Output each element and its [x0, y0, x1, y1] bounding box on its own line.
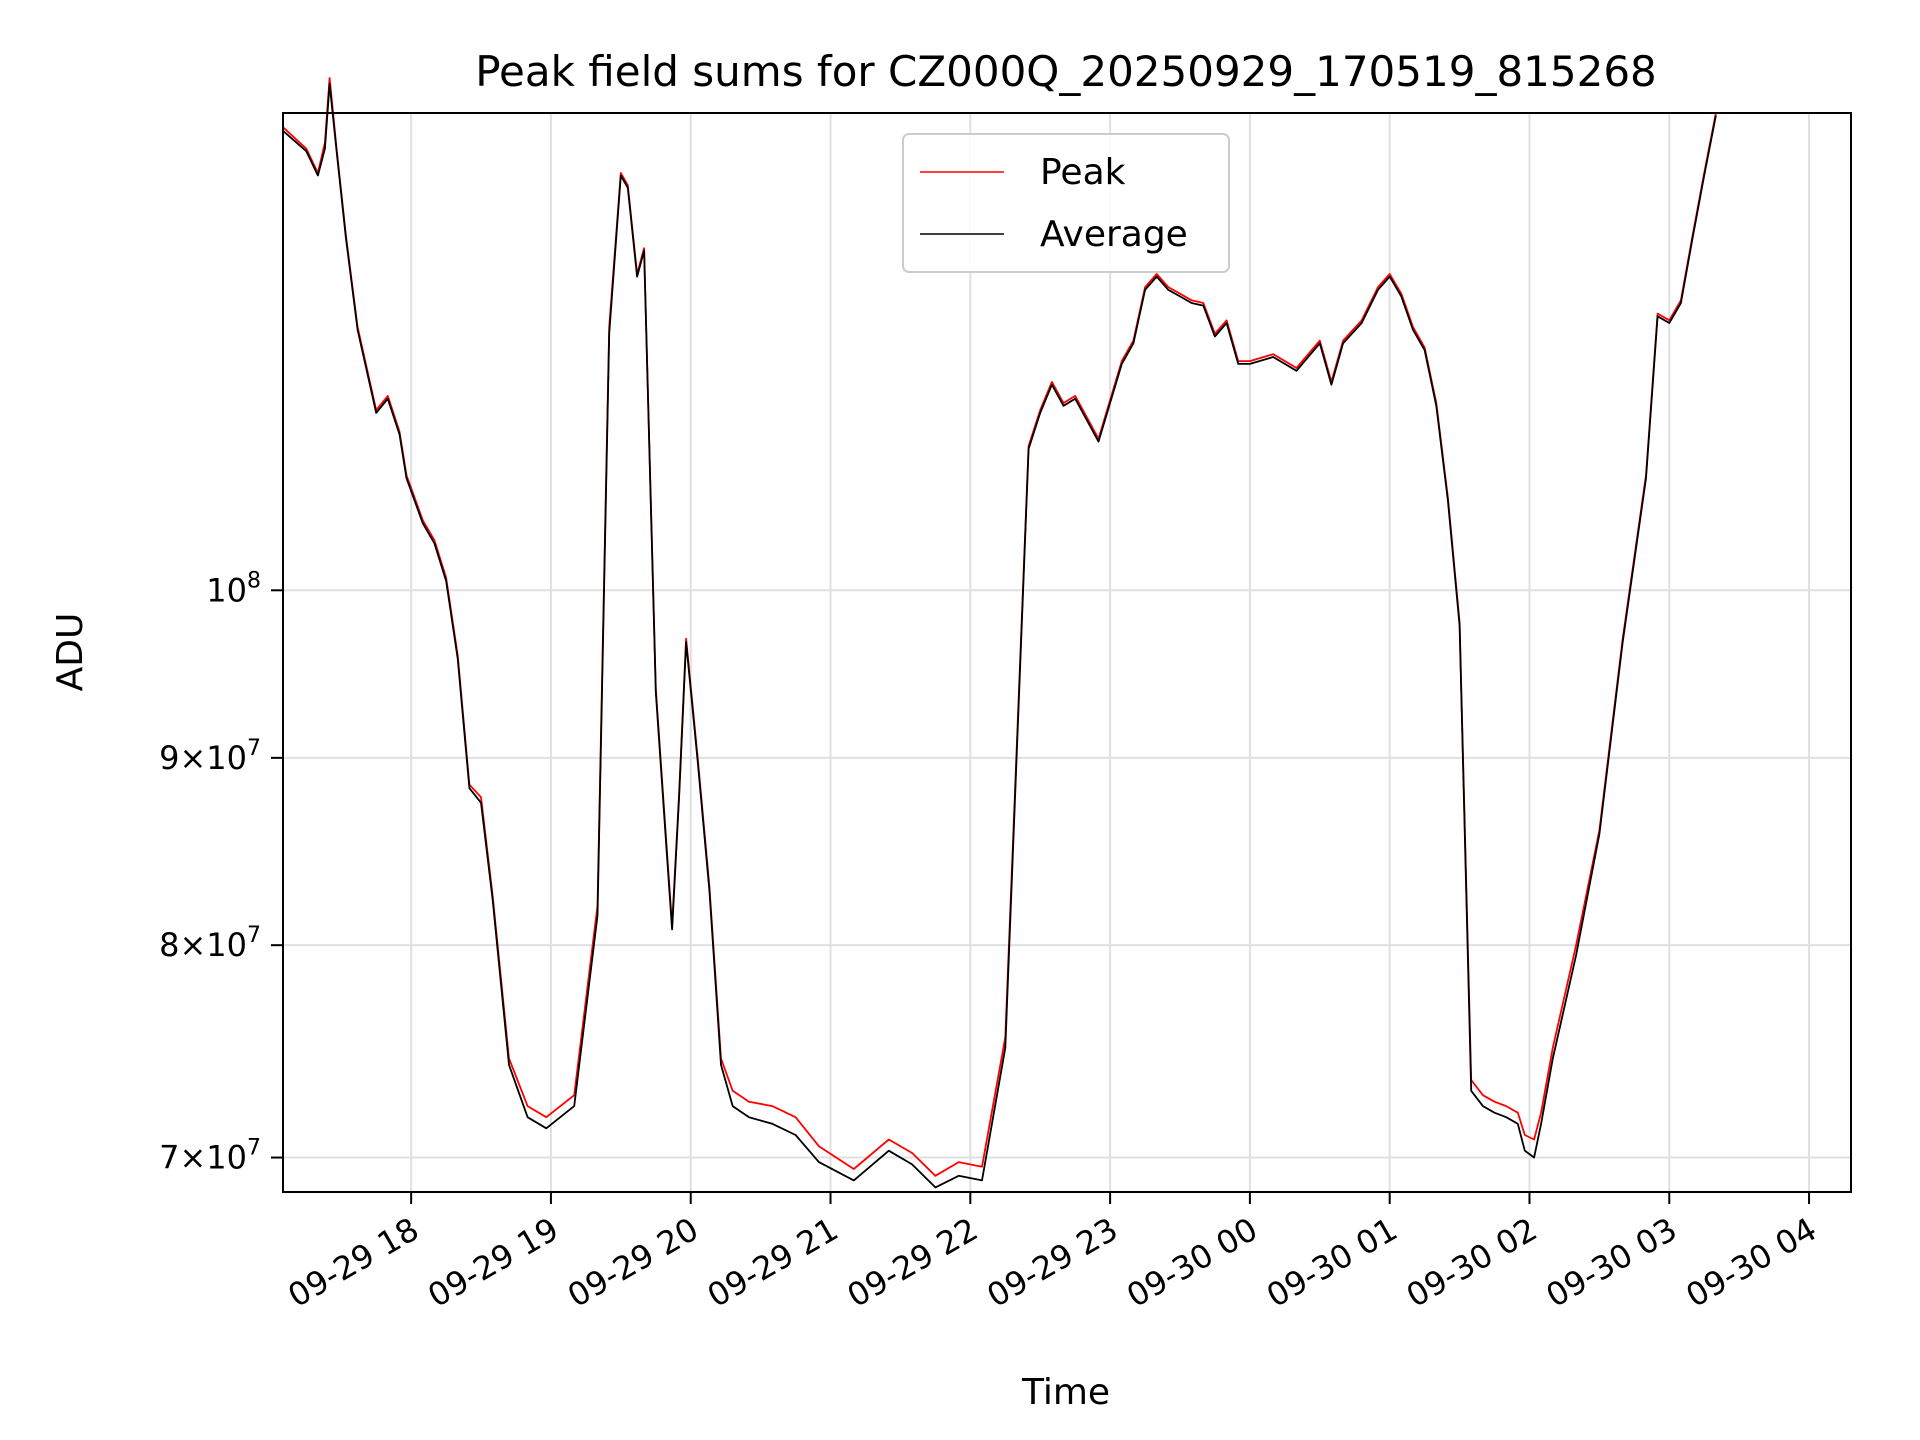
chart-title: Peak field sums for CZ000Q_20250929_1705…: [475, 47, 1657, 96]
y-tick-label: 7×107: [159, 1136, 261, 1177]
legend: Peak Average: [902, 133, 1230, 273]
series-line-average: [282, 82, 1717, 1189]
legend-box: [902, 133, 1230, 273]
y-tick-label: 8×107: [159, 923, 261, 964]
y-tick-label: 108: [206, 568, 261, 609]
y-axis: 7×107 8×107 9×107 108: [159, 568, 283, 1177]
y-axis-label: ADU: [50, 613, 91, 692]
plot-frame: [282, 112, 1852, 1193]
series-group: [282, 77, 1717, 1189]
legend-label-peak: Peak: [1040, 152, 1126, 193]
y-tick-label: 9×107: [159, 736, 261, 777]
legend-label-average: Average: [1040, 214, 1188, 255]
grid: [283, 113, 1851, 1192]
x-axis-label: Time: [1021, 1372, 1110, 1413]
